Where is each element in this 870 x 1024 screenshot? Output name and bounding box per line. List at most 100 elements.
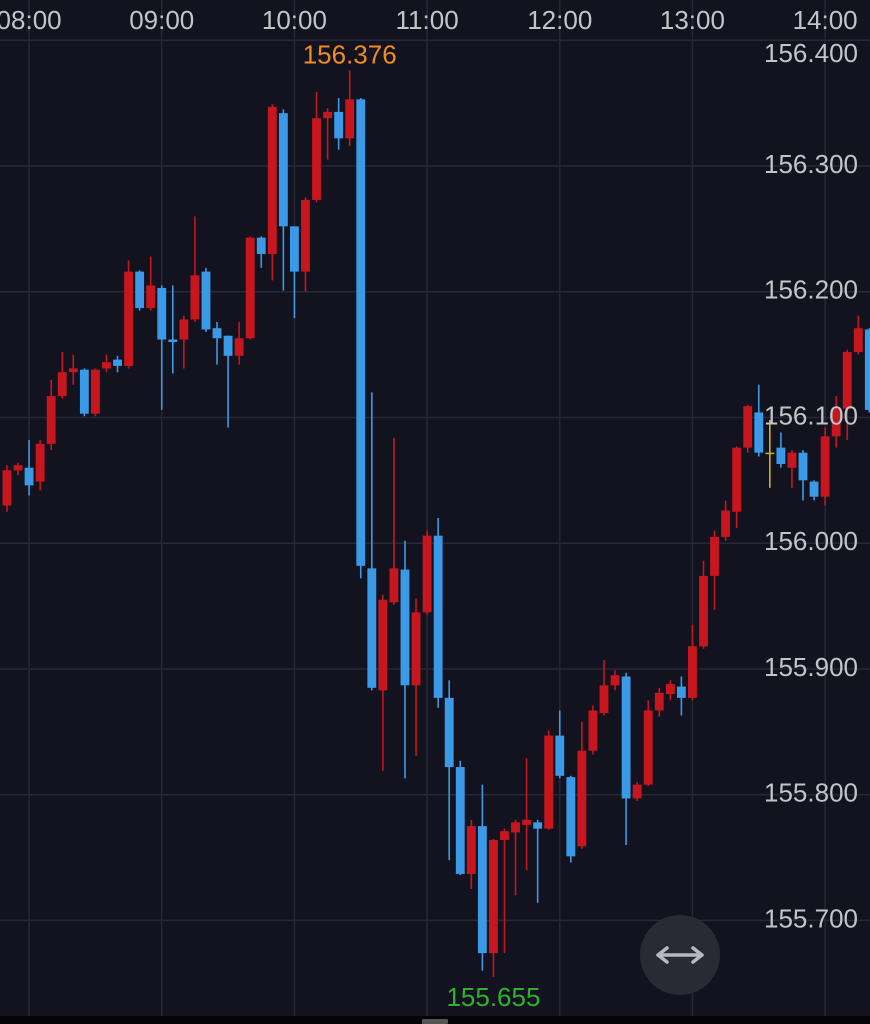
y-tick-label: 156.400 (764, 38, 858, 68)
candle-body (444, 697, 454, 768)
candle-body (555, 735, 565, 776)
candle-body (754, 412, 764, 453)
candle-body (588, 710, 598, 751)
candle-body (522, 819, 532, 825)
y-tick-label: 156.200 (764, 275, 858, 305)
y-tick-label: 156.100 (764, 400, 858, 430)
candle-body (113, 359, 122, 366)
candle-body (831, 408, 841, 437)
y-tick-label: 156.300 (764, 149, 858, 179)
candle-body (301, 199, 310, 272)
labels: 156.400 156.300 156.200 156.100 156.000 155.9… (0, 5, 858, 1012)
candle-body (621, 676, 631, 799)
candle-body (367, 568, 377, 688)
max-high-label: 156.376 (303, 39, 397, 69)
candle-body (400, 569, 410, 686)
candle-body (699, 575, 708, 647)
candle-body (389, 568, 399, 603)
candle-body (267, 106, 277, 254)
candle-body (168, 339, 178, 343)
candle-body (466, 826, 476, 874)
candle-body (599, 685, 609, 713)
candle-body (68, 368, 78, 373)
candle-body (323, 111, 333, 119)
candle-body (632, 784, 642, 799)
x-tick-label: 09:00 (129, 5, 194, 35)
candle-body (610, 675, 620, 686)
candle-body (654, 692, 664, 711)
candle-body (135, 271, 145, 309)
y-tick-label: 155.800 (764, 778, 858, 808)
y-tick-label: 156.000 (764, 526, 858, 556)
candle-body (46, 396, 56, 444)
candle-body (710, 536, 719, 576)
candle-body (102, 362, 111, 369)
candle-body (57, 372, 67, 397)
candle-body (290, 226, 299, 272)
candle-body (643, 710, 653, 785)
x-tick-label: 08:00 (0, 5, 62, 35)
candle-body (13, 465, 23, 471)
candle-body (743, 406, 753, 448)
candle-body (665, 684, 675, 695)
candle-body (566, 777, 576, 857)
candle-body (864, 329, 870, 410)
candle-body (842, 352, 852, 409)
candle-body (356, 99, 366, 566)
candle-body (312, 118, 321, 200)
candle-body (345, 99, 355, 139)
y-tick-label: 155.900 (764, 652, 858, 682)
candle-body (334, 111, 344, 139)
candle-body (433, 535, 443, 698)
candle-body (676, 686, 686, 698)
candle-body (124, 271, 134, 366)
candle-body (511, 822, 520, 833)
candle-body (234, 338, 244, 356)
candle-body (411, 612, 421, 686)
candle-body (190, 275, 200, 320)
candle-body (256, 237, 266, 254)
min-low-label: 155.655 (446, 982, 540, 1012)
candle-body (489, 839, 498, 954)
candle-body (24, 467, 34, 486)
candle-body (820, 436, 830, 497)
candle-body (245, 237, 255, 339)
candle-body (732, 447, 742, 512)
candle-body (79, 369, 89, 414)
candle-body (787, 452, 797, 468)
candle-body (455, 767, 465, 874)
candle-body (422, 535, 432, 613)
candle-body (201, 271, 211, 330)
candle-body (765, 452, 775, 455)
candle-body (809, 481, 819, 497)
candles (2, 70, 870, 978)
double-arrow-icon[interactable] (656, 946, 704, 964)
candle-body (179, 319, 189, 340)
candle-body (721, 510, 731, 537)
candle-body (146, 285, 156, 309)
candle-body (688, 646, 697, 698)
candle-body (853, 328, 863, 353)
y-tick-label: 155.700 (764, 903, 858, 933)
candle-body (798, 452, 808, 481)
candle-body (90, 369, 100, 414)
x-tick-label: 10:00 (262, 5, 327, 35)
x-tick-label: 14:00 (793, 5, 858, 35)
candle-body (157, 287, 167, 340)
candle-body (35, 443, 45, 482)
handle (422, 1019, 448, 1024)
candle-body (533, 822, 543, 829)
candle-body (2, 470, 12, 506)
candle-body (477, 826, 487, 954)
candle-body (212, 328, 222, 339)
scale-button[interactable] (640, 915, 720, 995)
x-tick-label: 12:00 (527, 5, 592, 35)
candle-body (223, 335, 233, 356)
candle-body (378, 599, 388, 691)
candle-body (577, 750, 587, 847)
candle-body (278, 113, 288, 227)
x-tick-label: 11:00 (396, 5, 459, 35)
candle-body (544, 735, 554, 829)
